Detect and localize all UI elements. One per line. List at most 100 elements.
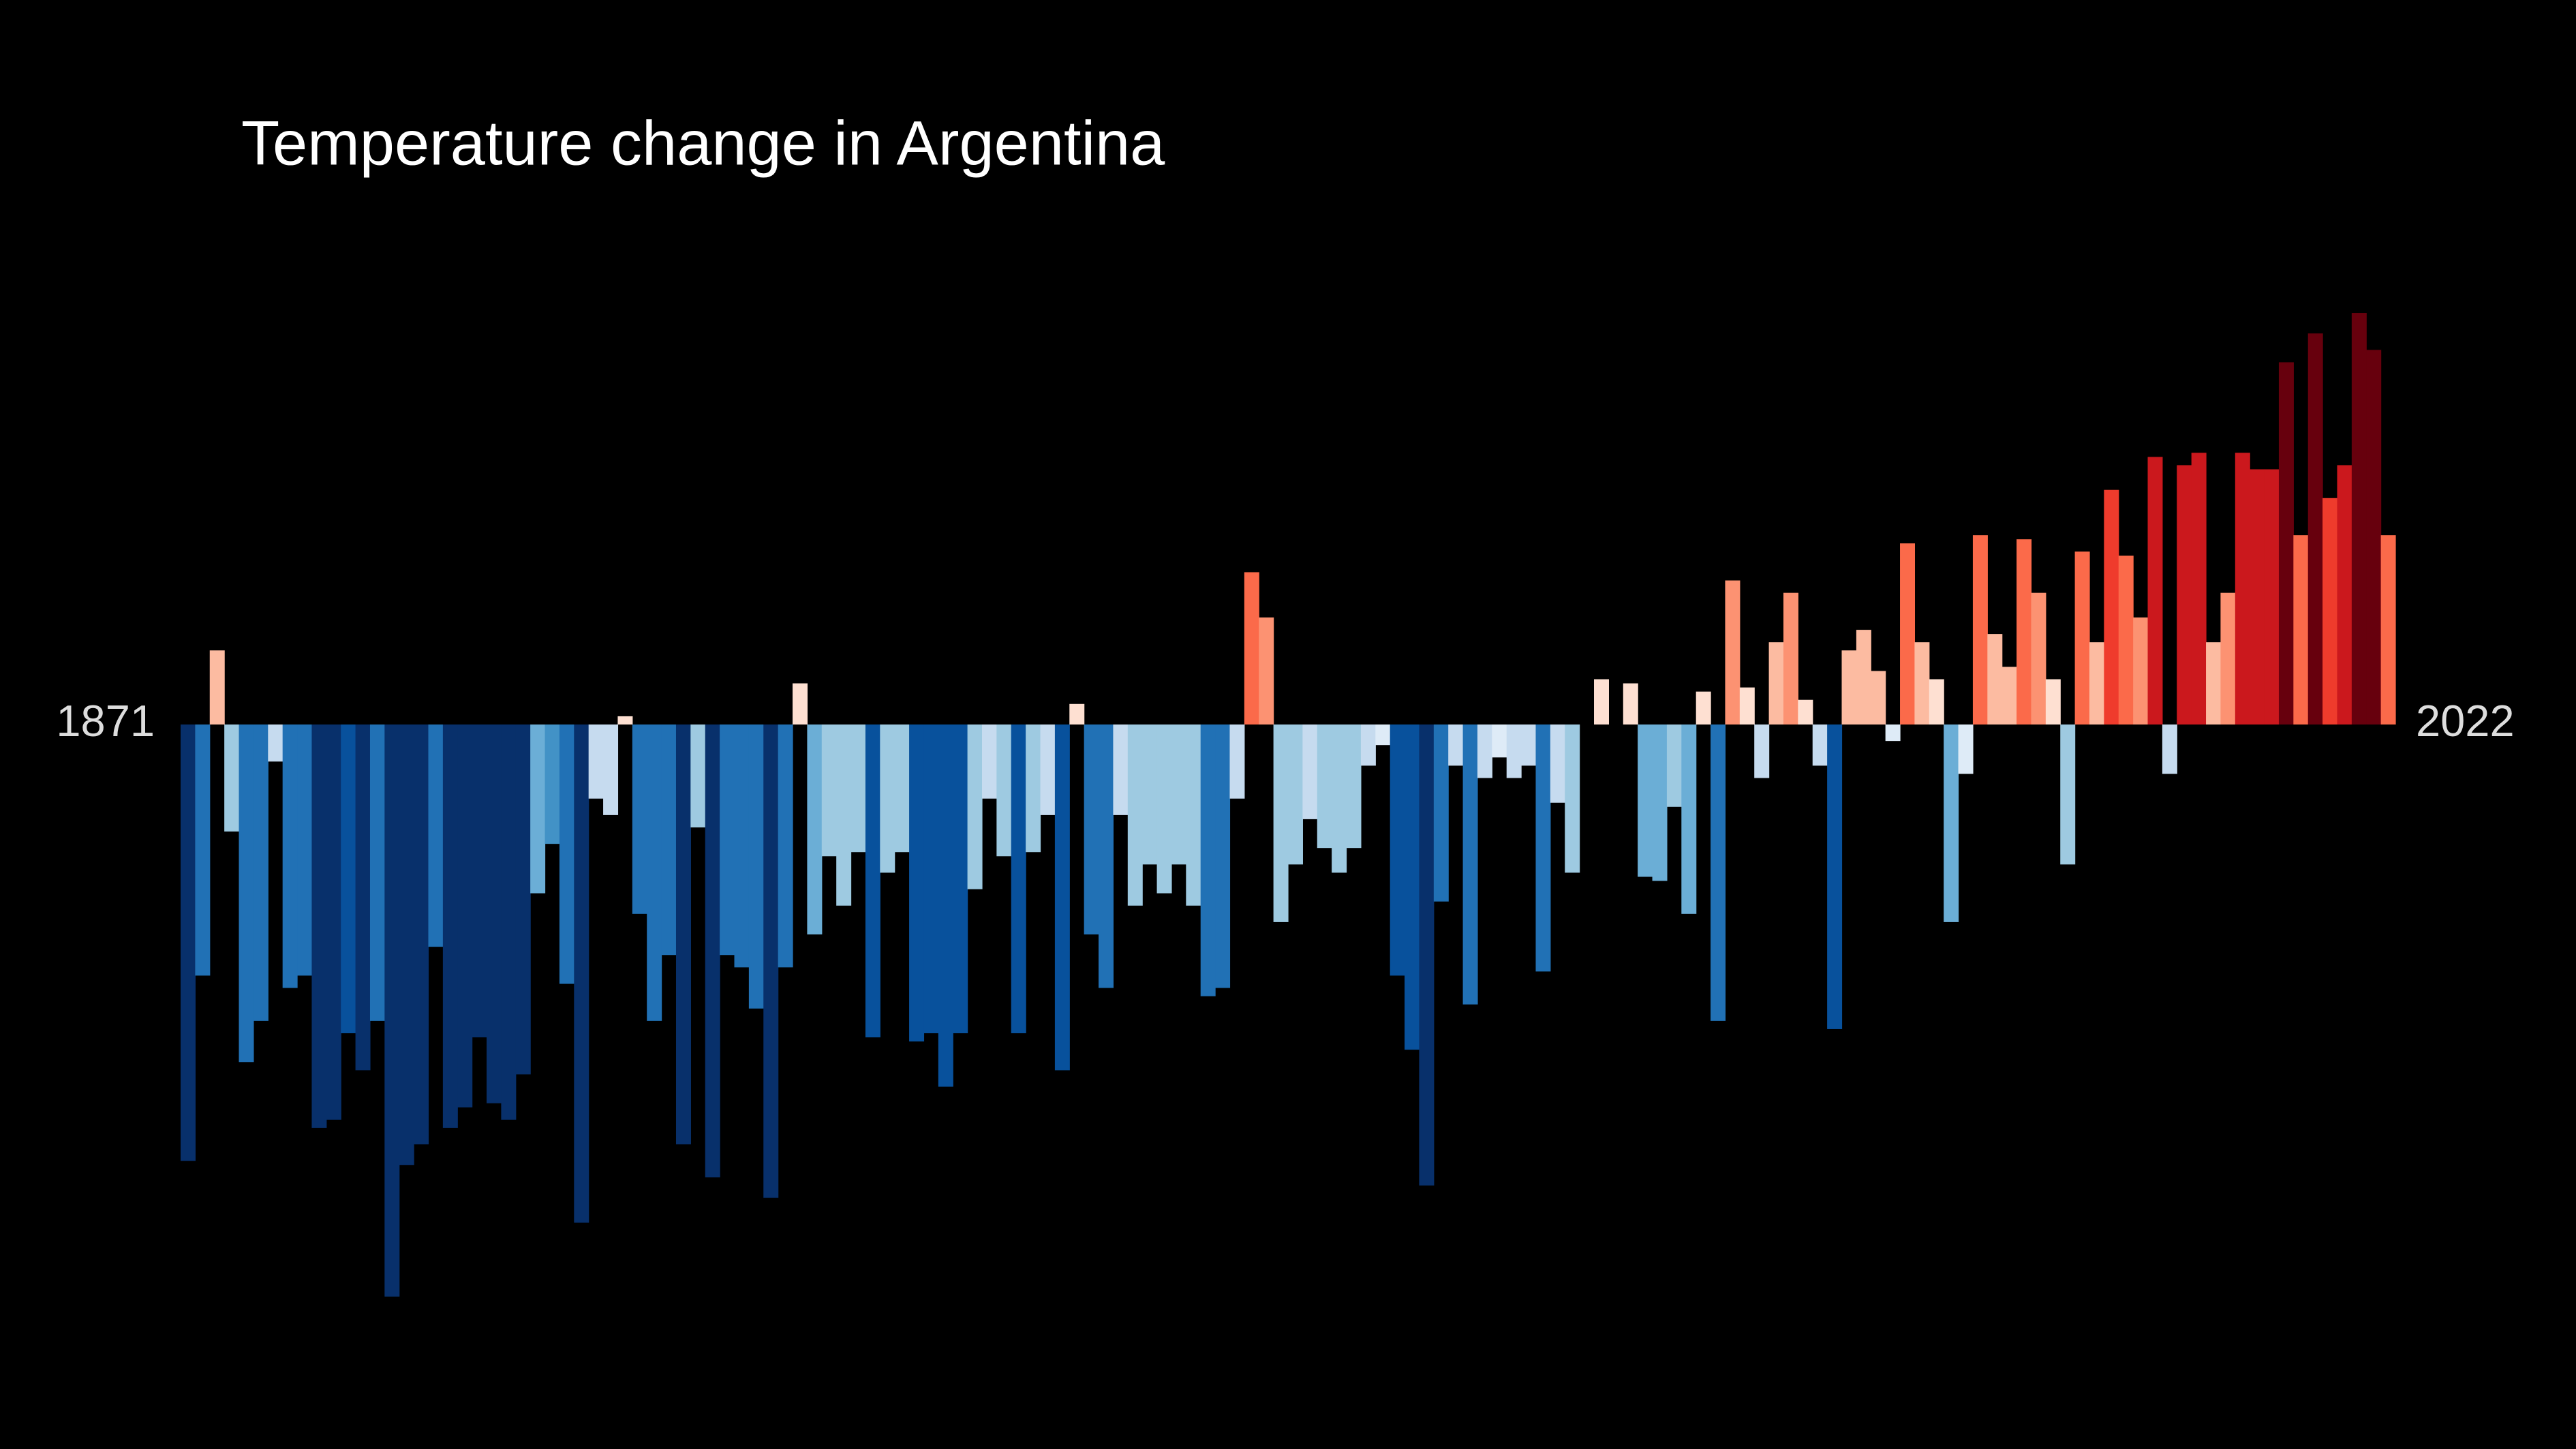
bar xyxy=(690,724,706,827)
bar xyxy=(457,724,473,1108)
bar xyxy=(1127,724,1143,906)
bar xyxy=(1433,724,1449,902)
bar xyxy=(1288,724,1303,865)
bar xyxy=(1739,687,1755,724)
bar xyxy=(720,724,735,956)
bar xyxy=(2162,724,2177,774)
bar xyxy=(1754,724,1770,778)
bar xyxy=(1448,724,1464,766)
bar xyxy=(384,724,400,1297)
bar xyxy=(1186,724,1201,906)
bar xyxy=(1623,683,1638,724)
bar xyxy=(1026,724,1041,853)
bar xyxy=(1914,642,1930,724)
bar xyxy=(253,724,269,1021)
bar xyxy=(1929,679,1944,724)
bar xyxy=(2220,592,2236,724)
bar xyxy=(2206,642,2222,724)
bar xyxy=(1521,724,1537,766)
bar xyxy=(1725,580,1741,724)
bar xyxy=(1900,543,1916,724)
bar xyxy=(311,724,327,1128)
bar xyxy=(2147,457,2163,724)
bar xyxy=(2235,453,2250,724)
bar xyxy=(414,724,429,1145)
bar xyxy=(923,724,939,1033)
bar xyxy=(2264,469,2280,724)
bar xyxy=(442,724,458,1128)
bar xyxy=(2089,642,2104,724)
bar xyxy=(530,724,546,894)
bar xyxy=(1273,724,1289,922)
bar xyxy=(399,724,414,1165)
x-tick-label: 2022 xyxy=(2416,696,2515,746)
bar xyxy=(1419,724,1435,1186)
bar xyxy=(2031,592,2046,724)
bar xyxy=(2133,617,2149,724)
bar xyxy=(2380,535,2396,724)
bar xyxy=(326,724,341,1120)
bar xyxy=(617,716,633,724)
bar xyxy=(2337,465,2352,724)
bar xyxy=(1681,724,1697,914)
bar xyxy=(1040,724,1056,815)
bar xyxy=(2177,465,2192,724)
bar xyxy=(559,724,574,984)
bar xyxy=(1666,724,1682,807)
bar xyxy=(1200,724,1216,996)
bar xyxy=(880,724,895,873)
bar xyxy=(1944,724,1959,922)
bar xyxy=(1259,617,1274,724)
bar xyxy=(515,724,531,1075)
bar xyxy=(1099,724,1114,988)
bar xyxy=(2002,667,2017,724)
bar xyxy=(1390,724,1405,976)
bar xyxy=(967,724,983,889)
bar xyxy=(1696,691,1711,724)
bar xyxy=(282,724,298,988)
bar xyxy=(501,724,517,1120)
bar xyxy=(836,724,852,906)
bar xyxy=(763,724,779,1198)
bar xyxy=(1317,724,1332,849)
bar xyxy=(705,724,720,1178)
bar xyxy=(2060,724,2076,865)
bar xyxy=(2017,539,2032,724)
bar xyxy=(894,724,910,853)
bar xyxy=(428,724,444,947)
bar xyxy=(1084,724,1099,935)
bar xyxy=(472,724,487,1038)
bar xyxy=(369,724,385,1021)
bar xyxy=(268,724,283,762)
bar xyxy=(1375,724,1391,746)
bar xyxy=(734,724,750,968)
bar xyxy=(996,724,1012,857)
bar xyxy=(1652,724,1668,881)
bar xyxy=(661,724,677,956)
chart-title: Temperature change in Argentina xyxy=(241,108,1165,178)
bar xyxy=(1054,724,1070,1071)
bar xyxy=(1638,724,1653,877)
bar xyxy=(1156,724,1172,894)
bar xyxy=(2293,535,2309,724)
bar xyxy=(1841,650,1857,724)
bar xyxy=(1987,634,2003,724)
bar xyxy=(1827,724,1843,1029)
bar xyxy=(1302,724,1318,819)
bar xyxy=(2366,350,2382,724)
bar xyxy=(1462,724,1478,1005)
bar xyxy=(1798,699,1813,724)
bar xyxy=(1477,724,1492,778)
bar xyxy=(1768,642,1784,724)
bar xyxy=(2118,555,2134,724)
bar xyxy=(1142,724,1158,865)
bar xyxy=(1812,724,1828,766)
bar xyxy=(574,724,589,1223)
bar xyxy=(981,724,997,799)
bar xyxy=(938,724,953,1087)
bar xyxy=(1783,592,1798,724)
bar xyxy=(341,724,356,1033)
bar xyxy=(545,724,560,844)
